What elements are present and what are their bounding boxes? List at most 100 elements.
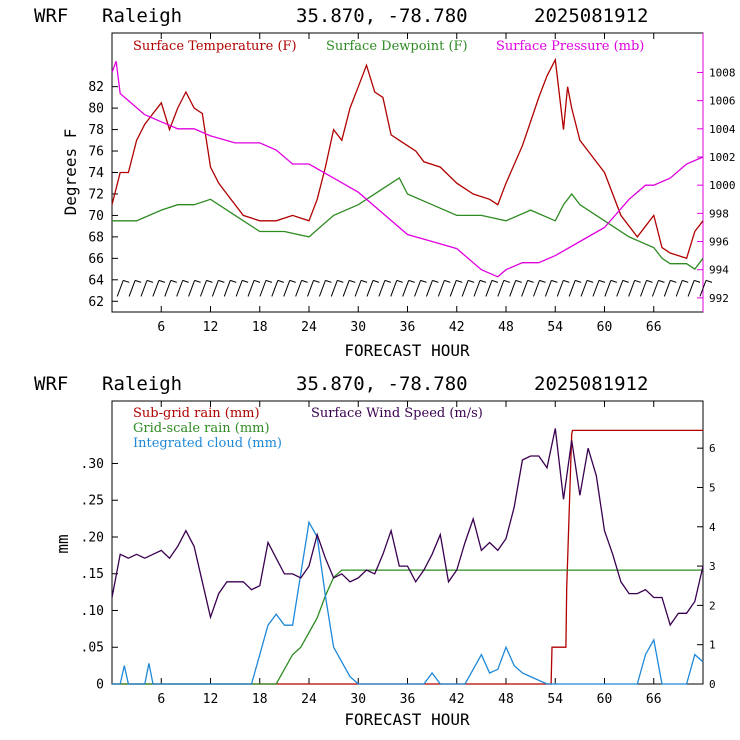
x-tick-label: 30 [350,692,366,707]
legend-gridscale-rain: Grid-scale rain (mm) [133,421,270,436]
wind-barb [414,279,427,297]
y-tick-label: 82 [88,80,104,95]
y2-tick-label: 6 [709,442,716,455]
header-run-2: 2025081912 [534,373,648,395]
y2-tick-label: 998 [709,207,729,220]
wind-barb [675,279,689,297]
y2-tick-label: 992 [709,292,729,305]
y-tick-label: 66 [88,252,104,267]
y2-tick-label: 0 [709,678,716,691]
wind-barb [485,279,499,297]
wind-barb [199,279,213,297]
x-tick-label: 36 [400,692,416,707]
wind-barbs [116,279,713,297]
x-tick-label: 48 [498,692,514,707]
wind-barb [283,279,296,297]
wind-barb [116,279,130,297]
wind-barb [235,279,249,297]
y-tick-label: 0 [96,678,104,693]
x-tick-label: 60 [597,692,613,707]
y-tick-label: .25 [81,494,104,509]
series-line-surface-pressure-mb [111,60,704,278]
y-tick-label: .10 [81,604,104,619]
wind-barb [497,279,510,297]
wind-speed-axis: 0 1 2 3 4 5 6 [697,442,716,691]
panel-1: WRF Raleigh 35.870, -78.780 2025081912 6… [34,5,736,360]
header-coords: 35.870, -78.780 [296,5,468,27]
x-axis-label-2: FORECAST HOUR [344,710,470,729]
legend-dewpoint: Surface Dewpoint (F) [326,39,468,54]
panel-2: WRF Raleigh 35.870, -78.780 2025081912 6… [34,373,716,729]
y-tick-label: 64 [88,273,104,288]
wind-barb [568,279,582,297]
legend-integrated-cloud: Integrated cloud (mm) [133,436,282,451]
header-run: 2025081912 [534,5,648,27]
y2-tick-label: 5 [709,481,716,494]
series-line-surface-temperature-f [111,57,704,260]
y-tick-label: 74 [88,166,104,181]
wind-barb [437,279,451,297]
wind-barb [140,279,154,297]
header-model: WRF [34,5,68,27]
x-tick-label: 12 [203,692,219,707]
wind-barb [461,279,475,297]
wind-barb [211,279,225,297]
wind-barb [354,279,368,297]
wind-barb [152,279,166,297]
wind-barb [580,279,594,297]
x-tick-label: 54 [547,692,563,707]
y-tick-label: .30 [81,457,104,472]
wind-barb [366,279,380,297]
plot-frame [111,32,704,313]
wind-barb [390,279,403,297]
wind-barb [556,279,570,297]
x-tick-label: 6 [157,320,165,335]
wind-barb [473,279,487,297]
x-axis: 6 12 18 24 30 36 42 48 54 60 66 [157,33,662,335]
x-tick-label: 60 [597,320,613,335]
x-tick-label: 18 [252,692,268,707]
wind-barb [509,279,522,297]
header-station-2: Raleigh [102,373,182,395]
wind-barb [604,279,618,297]
y2-tick-label: 2 [709,599,716,612]
wind-barb [544,279,558,297]
y2-tick-label: 996 [709,236,729,249]
wind-barb [271,279,284,297]
wind-barb [425,279,439,297]
y2-tick-label: 1 [709,639,716,652]
y2-tick-label: 1004 [709,123,736,136]
y-axis: 62 64 66 68 70 72 74 76 78 80 82 [88,80,118,310]
wind-barb [330,279,344,297]
x-tick-label: 30 [350,320,366,335]
y-tick-label: 78 [88,123,104,138]
legend-wind-speed: Surface Wind Speed (m/s) [311,406,483,421]
wind-barb [342,279,356,297]
x-tick-label: 42 [449,320,465,335]
legend-temperature: Surface Temperature (F) [133,39,297,54]
wind-barb [164,279,177,297]
header-model-2: WRF [34,373,68,395]
x-tick-label: 42 [449,692,465,707]
wind-barb [687,279,701,297]
x-tick-label: 54 [547,320,563,335]
wind-barb [259,279,273,297]
pressure-axis: 992 994 996 998 1000 1002 1004 1006 1008 [697,66,736,305]
wind-barb [521,279,534,297]
series-line-grid-scale-rain-mm [112,569,703,685]
wind-barb [307,279,320,297]
wind-barb [449,279,463,297]
y2-tick-label: 1006 [709,95,736,108]
wind-barb [223,279,237,297]
wind-barb [663,279,677,297]
x-tick-label: 66 [646,692,662,707]
y-tick-label: 72 [88,187,104,202]
y-tick-label: .20 [81,530,104,545]
y2-tick-label: 1008 [709,66,736,79]
wind-barb [247,279,261,297]
wind-barb [592,279,606,297]
y2-tick-label: 1002 [709,151,736,164]
y-tick-label: 80 [88,102,104,117]
header-coords-2: 35.870, -78.780 [296,373,468,395]
y2-tick-label: 1000 [709,179,736,192]
